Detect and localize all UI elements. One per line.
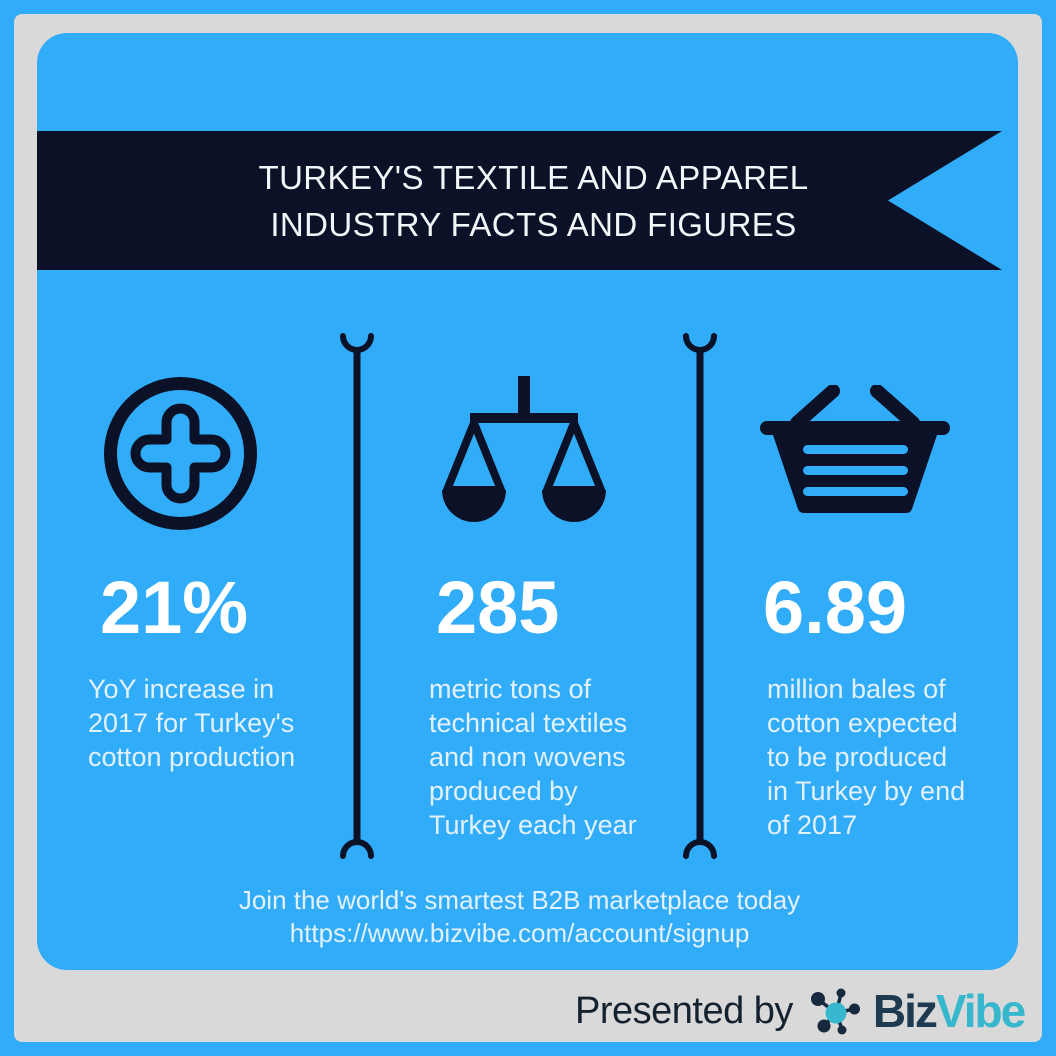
- shopping-basket-icon: [757, 385, 953, 515]
- footer-cta: Join the world's smartest B2B marketplac…: [37, 884, 1002, 950]
- stat-value-cotton-increase: 21%: [100, 566, 249, 649]
- title-line-1: TURKEY'S TEXTILE AND APPAREL: [258, 158, 809, 196]
- plus-circle-icon: [102, 375, 259, 532]
- title-line-2: INDUSTRY FACTS AND FIGURES: [270, 205, 797, 243]
- page-title: TURKEY'S TEXTILE AND APPAREL INDUSTRY FA…: [231, 154, 809, 248]
- stat-description-metric-tons: metric tons of technical textiles and non …: [429, 674, 637, 840]
- stat-description-cotton-increase: YoY increase in 2017 for Turkey's cotton p…: [88, 674, 296, 772]
- cta-text: Join the world's smartest B2B marketplac…: [238, 885, 801, 915]
- presented-by-label: Presented by: [575, 989, 793, 1032]
- bizvibe-logo-text: BizVibe: [872, 984, 1026, 1038]
- logo-text-biz: Biz: [872, 985, 938, 1037]
- stat-value-cotton-bales: 6.89: [763, 566, 908, 649]
- stat-description-cotton-bales: million bales of cotton expected to be pro…: [767, 674, 966, 840]
- column-divider-icon: [337, 328, 377, 864]
- signup-url: https://www.bizvibe.com/account/signup: [289, 918, 750, 948]
- stat-value-metric-tons: 285: [436, 566, 560, 649]
- balance-scale-icon: [440, 374, 608, 526]
- branding-row: Presented by: [575, 982, 1026, 1040]
- logo-text-vibe: Vibe: [935, 985, 1026, 1037]
- column-divider-icon: [680, 328, 720, 864]
- title-ribbon: TURKEY'S TEXTILE AND APPAREL INDUSTRY FA…: [37, 131, 1002, 270]
- bizvibe-network-icon: [805, 983, 861, 1039]
